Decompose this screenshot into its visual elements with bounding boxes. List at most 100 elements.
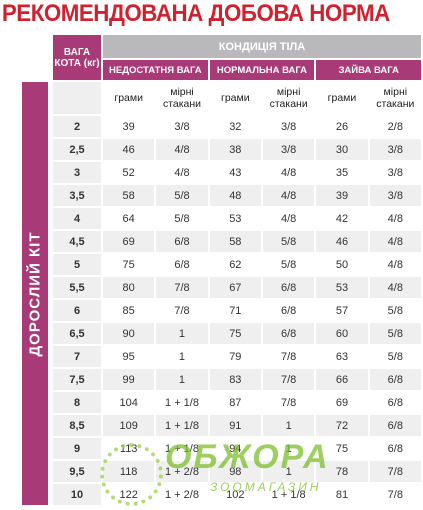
cell: 3/8	[387, 166, 403, 179]
cell: 87	[229, 396, 242, 409]
cell: 4/8	[174, 166, 190, 179]
data-row: 10 122 1 + 2/8 102 1 + 1/8 81 7/8	[53, 484, 421, 505]
cell: 63	[335, 350, 349, 363]
cell: 6/8	[262, 277, 315, 298]
group-row: НЕДОСТАТНЯ ВАГА НОРМАЛЬНА ВАГА ЗАЙВА ВАГА	[53, 60, 421, 80]
data-row: 8 104 1 + 1/8 87 7/8 69 6/8	[53, 392, 421, 413]
cell: 6/8	[156, 231, 208, 252]
cell: 52	[122, 166, 135, 179]
cell: 1 + 2/8	[156, 461, 208, 482]
cell: 3/8	[281, 120, 297, 133]
cell: 85	[122, 304, 135, 317]
cell: 71	[229, 304, 242, 317]
cell: 30	[316, 139, 368, 160]
cell: 83	[209, 369, 261, 390]
cell: 81	[335, 488, 349, 501]
cell: 5/8	[174, 212, 190, 225]
weight: 9,5	[53, 461, 101, 482]
cell: 1	[262, 461, 315, 482]
cell: 1 + 1/8	[271, 488, 306, 501]
data-row: 4,5 69 6/8 58 5/8 46 4/8	[53, 231, 421, 252]
cell: 4/8	[387, 212, 403, 225]
weight: 10	[53, 484, 101, 505]
cell: 3/8	[369, 139, 421, 160]
cell: 5/8	[281, 258, 297, 271]
cell: 64	[122, 212, 135, 225]
cell: 67	[209, 277, 261, 298]
group-header: НЕДОСТАТНЯ ВАГА	[103, 60, 208, 80]
cell: 7/8	[156, 277, 208, 298]
cell: 5/8	[262, 231, 315, 252]
cell: 3/8	[174, 120, 190, 133]
cell: 39	[316, 185, 368, 206]
weight: 5,5	[53, 277, 101, 298]
cell: 7/8	[281, 350, 297, 363]
cell: 1	[156, 323, 208, 344]
group-header: ЗАЙВА ВАГА	[316, 60, 421, 80]
cell: 69	[335, 396, 349, 409]
cell: 5/8	[369, 323, 421, 344]
cell: 60	[316, 323, 368, 344]
cell: 104	[119, 396, 138, 409]
cell: 57	[335, 304, 349, 317]
data-row: 6 85 7/8 71 6/8 57 5/8	[53, 300, 421, 321]
weight: 6	[53, 300, 101, 321]
cell: 1 + 1/8	[165, 396, 199, 409]
cell: 1	[262, 415, 315, 436]
cell: 3/8	[262, 139, 315, 160]
data-row: 9 113 1 + 1/8 94 1 75 6/8	[53, 438, 421, 459]
subheader: грами	[316, 82, 368, 114]
data-row: 2,5 46 4/8 38 3/8 30 3/8	[53, 139, 421, 160]
cell: 1	[178, 350, 186, 363]
cell: 109	[103, 415, 155, 436]
data-row: 9,5 118 1 + 2/8 98 1 78 7/8	[53, 461, 421, 482]
cell: 122	[119, 488, 138, 501]
cell: 98	[209, 461, 261, 482]
subheader: мірні стакани	[262, 82, 315, 114]
group-header: НОРМАЛЬНА ВАГА	[209, 60, 315, 80]
cell: 118	[103, 461, 155, 482]
weight-header: ВАГА КОТА (кг)	[53, 35, 101, 80]
cell: 102	[226, 488, 245, 501]
cell: 6/8	[369, 369, 421, 390]
cell: 72	[316, 415, 368, 436]
title: РЕКОМЕНДОВАНА ДОБОВА НОРМА	[1, 0, 390, 27]
data-row: 2 39 3/8 32 3/8 26 2/8	[53, 116, 421, 137]
side-label-bar: ДОРОСЛИЙ КІТ	[22, 82, 48, 505]
cell: 43	[229, 166, 242, 179]
header-row: ВАГА КОТА (кг) КОНДИЦІЯ ТІЛА	[53, 35, 421, 80]
cell: 91	[209, 415, 261, 436]
cell: 7/8	[281, 396, 297, 409]
subheader: грами	[103, 82, 155, 114]
cell: 4/8	[262, 185, 315, 206]
subheader: мірні стакани	[156, 82, 208, 114]
cell: 6/8	[174, 258, 190, 271]
cell: 1 + 1/8	[165, 442, 199, 455]
cell: 42	[335, 212, 349, 225]
cell: 2/8	[387, 120, 403, 133]
cell: 1	[285, 442, 292, 455]
cell: 6/8	[262, 323, 315, 344]
data-row: 3,5 58 5/8 48 4/8 39 3/8	[53, 185, 421, 206]
weight: 2	[53, 116, 101, 137]
weight: 4,5	[53, 231, 101, 252]
data-row: 6,5 90 1 75 6/8 60 5/8	[53, 323, 421, 344]
cell: 1 + 2/8	[165, 488, 199, 501]
cell: 6/8	[281, 304, 297, 317]
cell: 5/8	[387, 304, 403, 317]
weight: 7,5	[53, 369, 101, 390]
subheader-row: грами мірні стакани грами мірні стакани грам…	[53, 82, 421, 114]
weight: 8	[53, 392, 101, 413]
side-label: ДОРОСЛИЙ КІТ	[26, 230, 44, 357]
weight: 5	[53, 254, 101, 275]
cell: 4/8	[281, 212, 297, 225]
blank	[53, 82, 101, 114]
cell: 79	[229, 350, 242, 363]
cell: 58	[209, 231, 261, 252]
cell: 78	[316, 461, 368, 482]
cell: 1 + 1/8	[156, 415, 208, 436]
feeding-table: ВАГА КОТА (кг) КОНДИЦІЯ ТІЛА НЕДОСТАТНЯ ВА…	[51, 33, 423, 507]
cell: 32	[229, 120, 242, 133]
cell: 7/8	[174, 304, 190, 317]
